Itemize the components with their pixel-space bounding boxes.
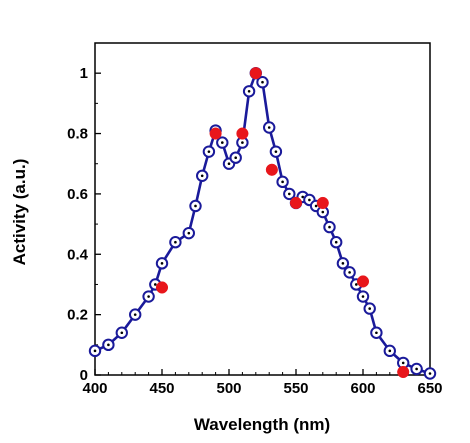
open-circle-center-dot (281, 180, 284, 184)
open-circle-center-dot (221, 141, 224, 144)
open-circle-center-dot (154, 283, 157, 286)
red-filled-point (316, 196, 329, 210)
open-circle-center-dot (314, 204, 318, 208)
red-filled-point (249, 67, 262, 80)
x-tick-label: 450 (149, 380, 174, 397)
open-marker-layer (88, 66, 437, 380)
open-circle-center-dot (107, 343, 110, 347)
red-filled-point (289, 196, 303, 210)
open-circle-center-dot (328, 225, 331, 229)
y-tick-label: 1 (80, 65, 88, 82)
x-axis-ticks: 400 450 500 550 600 650 (82, 369, 443, 397)
open-circle-center-dot (174, 240, 177, 244)
open-circle-center-dot (401, 361, 405, 365)
plot-frame (94, 42, 431, 376)
open-circle-center-dot (375, 331, 378, 335)
y-axis-ticks: 0 0.2 0.4 0.6 0.8 1 (67, 65, 101, 384)
open-circle-center-dot (187, 231, 191, 235)
plot-frame-rect (94, 42, 431, 376)
open-circle-center-dot (415, 367, 418, 371)
open-circle-center-dot (301, 195, 305, 199)
open-circle-center-dot (207, 150, 211, 153)
open-circle-center-dot (321, 210, 325, 214)
open-circle-center-dot (388, 349, 392, 353)
y-tick-label: 0.8 (67, 126, 88, 143)
x-tick-label: 500 (216, 380, 241, 397)
y-axis-title: Activity (a.u.) (10, 159, 29, 266)
open-circle-center-dot (368, 307, 372, 310)
x-axis-title: Wavelength (nm) (194, 415, 330, 434)
open-circle-center-dot (288, 192, 291, 196)
open-circle-center-dot (147, 295, 150, 298)
red-filled-point (397, 365, 410, 379)
open-circle-center-dot (355, 283, 358, 286)
open-circle-center-dot (93, 349, 97, 353)
open-circle-center-dot (133, 313, 137, 316)
x-tick-label: 650 (417, 380, 442, 397)
y-tick-label: 0.6 (67, 186, 88, 203)
open-circle-center-dot (341, 262, 345, 265)
open-circle-center-dot (348, 271, 351, 274)
open-circle-center-dot (274, 150, 278, 153)
open-circle-center-dot (261, 80, 264, 84)
open-circle-center-dot (361, 295, 365, 298)
red-filled-point (155, 281, 169, 294)
open-circle-center-dot (247, 89, 251, 93)
red-filled-point (265, 163, 278, 176)
open-circle-center-dot (234, 156, 237, 159)
red-filled-point (209, 127, 222, 140)
y-tick-label: 0.4 (67, 246, 89, 263)
open-circle-center-dot (308, 198, 311, 202)
y-tick-label: 0.2 (67, 307, 88, 324)
open-circle-center-dot (120, 331, 124, 335)
open-circle-center-dot (227, 162, 231, 166)
x-tick-label: 600 (350, 380, 375, 397)
open-circle-center-dot (334, 240, 338, 244)
open-circle-center-dot (160, 262, 164, 265)
open-circle-center-dot (241, 141, 244, 144)
red-marker-layer (155, 67, 410, 379)
open-circle-center-dot (194, 204, 197, 208)
x-tick-label: 550 (283, 380, 308, 397)
x-tick-label: 400 (82, 380, 107, 397)
red-filled-point (236, 127, 249, 140)
y-tick-label: 0 (80, 367, 88, 384)
red-filled-point (356, 275, 370, 288)
open-circle-center-dot (267, 126, 271, 129)
open-circle-center-dot (200, 174, 204, 178)
open-circle-center-dot (428, 372, 432, 375)
